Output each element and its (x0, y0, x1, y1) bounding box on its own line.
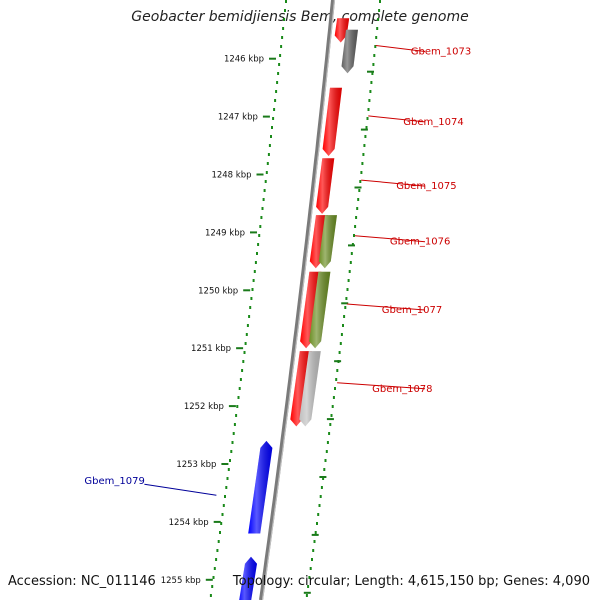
tick-label: 1251 kbp (191, 344, 231, 354)
gene-label: Gbem_1074 (403, 117, 463, 128)
dotted-track-lines (209, 0, 381, 597)
topology-text: Topology: circular; Length: 4,615,150 bp… (232, 574, 590, 589)
genome-backbone (259, 0, 336, 600)
tick-label: 1246 kbp (224, 55, 264, 65)
gene-label: Gbem_1077 (382, 305, 442, 316)
gene-label: Gbem_1078 (372, 384, 432, 395)
tick-label: 1247 kbp (218, 113, 258, 123)
accession-text: Accession: NC_011146 (8, 574, 156, 589)
tick-label: 1249 kbp (205, 228, 245, 238)
gene-label: Gbem_1079 (84, 476, 144, 487)
tick-label: 1254 kbp (169, 518, 209, 528)
gene-features (239, 18, 358, 600)
tick-label: 1248 kbp (211, 171, 251, 181)
genome-title: Geobacter bemidjiensis Bem, complete gen… (131, 9, 469, 25)
gene-label: Gbem_1075 (396, 181, 456, 192)
gene-label: Gbem_1076 (390, 237, 450, 248)
tick-label: 1250 kbp (198, 286, 238, 296)
tick-label: 1253 kbp (176, 460, 216, 470)
gene-labels: Gbem_1073 Gbem_1074 Gbem_1075 Gbem_1076 Gbem… (84, 45, 471, 496)
tick-label: 1252 kbp (184, 402, 224, 412)
tick-label: 1255 kbp (161, 576, 201, 586)
kbp-ticks: 1246 kbp 1247 kbp 1248 kbp 1249 kbp 1250 kbp… (161, 55, 374, 594)
gene-label: Gbem_1073 (411, 47, 471, 58)
